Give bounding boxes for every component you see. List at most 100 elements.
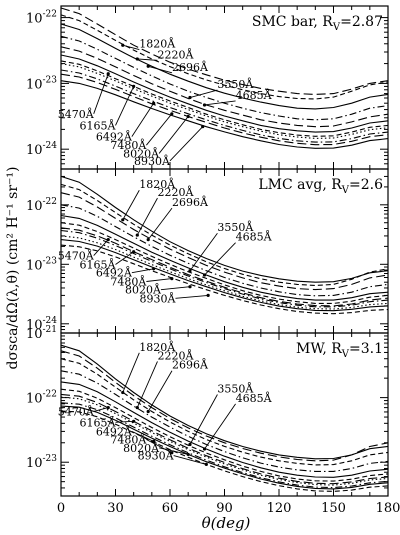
annotation-arrow (175, 294, 209, 299)
arrow-head (188, 285, 192, 289)
arrow-head (170, 451, 174, 455)
arrow-head (152, 101, 156, 105)
annotation-arrow (93, 239, 109, 256)
panel-title: MW, RV=3.1 (296, 341, 383, 360)
arrow-head (170, 112, 174, 116)
annotation-arrow (115, 420, 134, 423)
series-line-4685Å (60, 214, 389, 301)
annotation-arrow (131, 430, 154, 442)
annotation-arrow (131, 102, 155, 137)
series-line-3550Å (60, 35, 389, 121)
x-tick-label: 180 (376, 501, 400, 516)
wavelength-label: 8020Å (123, 441, 160, 455)
y-tick-label: 10-22 (26, 197, 57, 214)
arrow-head (188, 95, 192, 100)
arrow-head (132, 419, 136, 423)
wavelength-label: 1820Å (139, 37, 176, 51)
x-tick-label: 120 (267, 501, 292, 516)
annotation-arrow (115, 251, 134, 265)
arrow-head (152, 439, 156, 443)
series-line-5470Å (60, 388, 389, 482)
arrow-head (106, 238, 110, 242)
wavelength-label: 2220Å (157, 185, 194, 199)
panel-title: LMC avg, RV=2.6 (258, 177, 383, 196)
wavelength-label: 8930Å (139, 291, 176, 305)
y-tick-label: 10-24 (26, 316, 57, 333)
series-line-6492Å (60, 63, 389, 139)
annotation-arrow (173, 455, 207, 465)
annotation-arrow (146, 113, 173, 146)
annotation-arrow (148, 65, 173, 74)
x-tick-label: 30 (107, 501, 124, 516)
wavelength-label: 3550Å (217, 220, 254, 234)
wavelength-label: 3550Å (217, 381, 254, 395)
wavelength-label: 3550Å (217, 77, 254, 91)
y-tick-label: 10-23 (26, 454, 57, 471)
annotation-arrow (169, 126, 204, 162)
x-axis-label: θ(deg) (202, 514, 251, 532)
annotation-arrow (146, 278, 172, 282)
x-tick-label: 0 (57, 501, 65, 516)
series-line-8930Å (60, 244, 389, 315)
wavelength-label: 7480Å (110, 432, 147, 446)
wavelength-label: 5470Å (58, 249, 95, 263)
annotation-arrow (189, 89, 218, 98)
arrow-head (106, 406, 110, 410)
annotation-arrow (147, 207, 173, 240)
annotation-arrow (158, 116, 189, 154)
arrow-head (121, 390, 125, 395)
series-line-8930Å (60, 410, 389, 492)
wavelength-label: 5470Å (58, 107, 95, 121)
panel-middle: 10-24 10-23 10-22 LMC avg, RV=2.6 1820Å2220Å… (26, 168, 389, 334)
panel-top: 10-24 10-23 10-22 SMC bar, RV=2.87 1820Å2220… (26, 5, 389, 170)
y-tick-label: 10-23 (26, 256, 57, 273)
series-line-8020Å (60, 405, 389, 490)
arrow-head (106, 72, 110, 76)
x-tick-label: 150 (321, 501, 346, 516)
series-line-3550Å (60, 204, 389, 297)
wavelength-label: 6492Å (96, 130, 133, 144)
annotation-arrow (136, 361, 158, 408)
y-tick-label: 10-23 (26, 75, 57, 92)
annotation-arrow (204, 242, 236, 276)
arrow-head (135, 406, 139, 410)
arrow-head (188, 442, 192, 447)
series-line-1820Å (60, 175, 389, 283)
annotation-arrow (204, 403, 236, 450)
wavelength-label: 7480Å (110, 138, 147, 152)
wavelength-label: 6165Å (80, 415, 117, 429)
series-line-2220Å (60, 183, 389, 287)
wavelength-label: 4685Å (236, 230, 273, 244)
arrow-head (146, 64, 150, 68)
y-tick-label: 10-22 (26, 390, 57, 407)
annotation-arrow (204, 100, 236, 106)
annotation-arrow (160, 286, 191, 291)
annotation-arrow (131, 268, 154, 274)
annotation-arrow (93, 407, 109, 412)
series-line-2696Å (60, 192, 389, 291)
x-tick-label: 60 (162, 501, 179, 516)
arrow-head (135, 233, 139, 237)
arrow-head (206, 293, 210, 298)
arrow-head (132, 84, 136, 89)
series-line-6165Å (60, 60, 389, 137)
annotation-arrow (93, 73, 109, 114)
wavelength-label: 8930Å (138, 449, 175, 463)
annotation-arrow (146, 439, 173, 454)
y-tick-label: 10-22 (26, 10, 57, 27)
series-line-8020Å (60, 73, 389, 146)
wavelength-label: 2696Å (172, 60, 209, 74)
wavelength-label: 1820Å (139, 340, 176, 354)
arrow-head (121, 43, 125, 47)
annotation-arrow (122, 190, 140, 221)
arrow-head (146, 409, 150, 414)
series-line-6492Å (60, 396, 389, 486)
series-line-2220Å (60, 350, 389, 462)
annotation-arrow (122, 352, 140, 393)
panel-bottom: 0 30 60 90 120 150 180 10-23 10-22 10-21 MW, RV=3.… (26, 325, 400, 516)
series-line-4685Å (60, 46, 389, 128)
series-line-2220Å (60, 14, 389, 100)
arrow-head (132, 250, 136, 254)
series-line-1820Å (60, 7, 389, 95)
